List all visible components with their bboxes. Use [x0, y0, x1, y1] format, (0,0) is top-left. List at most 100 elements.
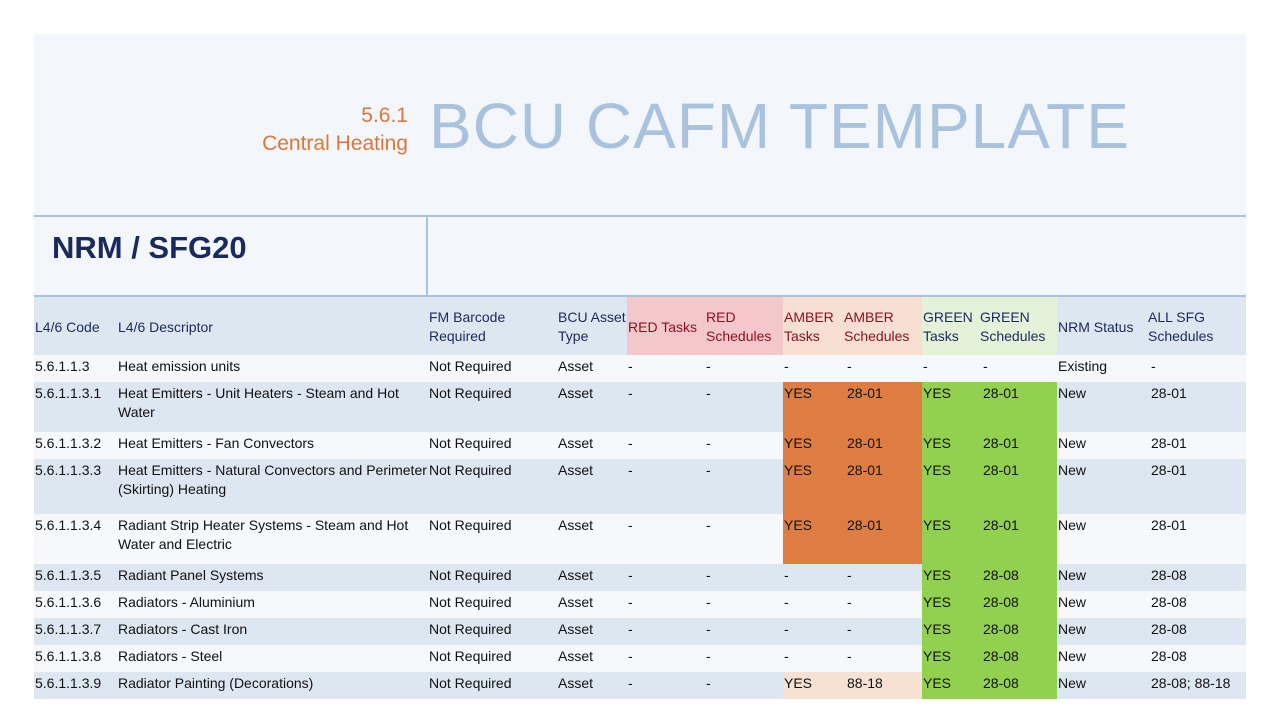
cell-all-sfg: 28-08 — [1147, 591, 1246, 618]
panel-title: NRM / SFG20 — [52, 230, 247, 265]
cell-nrm-status: Existing — [1057, 355, 1147, 382]
cell-amber-schedules: 28-01 — [843, 382, 922, 432]
cell-asset-type: Asset — [557, 382, 627, 432]
col-header-red-schedules: RED Schedules — [705, 297, 783, 355]
cell-all-sfg: 28-08; 88-18 — [1147, 672, 1246, 699]
cell-amber-tasks: YES — [783, 514, 843, 564]
cell-red-schedules: - — [705, 459, 783, 514]
cell-green-tasks: YES — [922, 618, 979, 645]
cell-all-sfg: 28-08 — [1147, 645, 1246, 672]
cell-green-schedules: 28-01 — [979, 459, 1057, 514]
cell-green-tasks: - — [922, 355, 979, 382]
cell-barcode: Not Required — [428, 432, 557, 459]
cell-code: 5.6.1.1.3.9 — [34, 672, 117, 699]
cell-barcode: Not Required — [428, 618, 557, 645]
cell-all-sfg: 28-01 — [1147, 382, 1246, 432]
cell-amber-schedules: - — [843, 591, 922, 618]
cell-barcode: Not Required — [428, 459, 557, 514]
cell-amber-tasks: - — [783, 355, 843, 382]
cell-green-tasks: YES — [922, 564, 979, 591]
cell-amber-tasks: YES — [783, 459, 843, 514]
cell-green-schedules: - — [979, 355, 1057, 382]
cell-amber-schedules: - — [843, 355, 922, 382]
cell-all-sfg: 28-01 — [1147, 459, 1246, 514]
cell-code: 5.6.1.1.3.2 — [34, 432, 117, 459]
cell-amber-tasks: - — [783, 564, 843, 591]
cell-barcode: Not Required — [428, 382, 557, 432]
cell-red-schedules: - — [705, 618, 783, 645]
cell-asset-type: Asset — [557, 459, 627, 514]
cell-amber-schedules: - — [843, 618, 922, 645]
cell-green-schedules: 28-08 — [979, 591, 1057, 618]
cell-nrm-status: New — [1057, 564, 1147, 591]
cell-red-tasks: - — [627, 432, 705, 459]
cell-descriptor: Heat Emitters - Fan Convectors — [117, 432, 428, 459]
divider-middle — [34, 295, 1246, 297]
col-header-amber-schedules: AMBER Schedules — [843, 297, 922, 355]
table-row: 5.6.1.1.3.7 Radiators - Cast Iron Not Requ… — [34, 618, 1246, 645]
cell-code: 5.6.1.1.3.5 — [34, 564, 117, 591]
cell-barcode: Not Required — [428, 355, 557, 382]
cell-asset-type: Asset — [557, 618, 627, 645]
table-body: 5.6.1.1.3 Heat emission units Not Required… — [34, 355, 1246, 699]
table-row: 5.6.1.1.3 Heat emission units Not Required… — [34, 355, 1246, 382]
cell-descriptor: Radiators - Aluminium — [117, 591, 428, 618]
cell-barcode: Not Required — [428, 514, 557, 564]
cell-green-tasks: YES — [922, 514, 979, 564]
cell-asset-type: Asset — [557, 514, 627, 564]
cell-red-schedules: - — [705, 672, 783, 699]
cell-code: 5.6.1.1.3 — [34, 355, 117, 382]
cell-red-tasks: - — [627, 618, 705, 645]
cell-nrm-status: New — [1057, 459, 1147, 514]
cell-red-schedules: - — [705, 564, 783, 591]
cell-descriptor: Radiators - Steel — [117, 645, 428, 672]
cell-nrm-status: New — [1057, 672, 1147, 699]
col-header-green-schedules: GREEN Schedules — [979, 297, 1057, 355]
cell-red-tasks: - — [627, 564, 705, 591]
cell-barcode: Not Required — [428, 591, 557, 618]
cell-all-sfg: 28-08 — [1147, 618, 1246, 645]
cell-green-schedules: 28-08 — [979, 672, 1057, 699]
table-header-row: L4/6 Code L4/6 Descriptor FM Barcode Req… — [34, 297, 1246, 355]
cell-asset-type: Asset — [557, 591, 627, 618]
cell-code: 5.6.1.1.3.1 — [34, 382, 117, 432]
col-header-amber-tasks: AMBER Tasks — [783, 297, 843, 355]
section-number: 5.6.1 — [361, 104, 408, 127]
cell-code: 5.6.1.1.3.8 — [34, 645, 117, 672]
cell-green-tasks: YES — [922, 382, 979, 432]
cell-green-schedules: 28-08 — [979, 564, 1057, 591]
table-row: 5.6.1.1.3.8 Radiators - Steel Not Required… — [34, 645, 1246, 672]
cell-all-sfg: 28-08 — [1147, 564, 1246, 591]
table-row: 5.6.1.1.3.9 Radiator Painting (Decoration… — [34, 672, 1246, 699]
col-header-asset-type: BCU Asset Type — [557, 297, 627, 355]
cell-amber-schedules: - — [843, 645, 922, 672]
cell-all-sfg: 28-01 — [1147, 514, 1246, 564]
cell-nrm-status: New — [1057, 432, 1147, 459]
cell-amber-schedules: - — [843, 564, 922, 591]
asset-table: L4/6 Code L4/6 Descriptor FM Barcode Req… — [34, 297, 1246, 699]
cell-red-tasks: - — [627, 514, 705, 564]
cell-barcode: Not Required — [428, 645, 557, 672]
cell-green-schedules: 28-01 — [979, 432, 1057, 459]
col-header-nrm-status: NRM Status — [1057, 297, 1147, 355]
cell-amber-schedules: 28-01 — [843, 459, 922, 514]
cell-red-schedules: - — [705, 432, 783, 459]
cell-green-tasks: YES — [922, 459, 979, 514]
cell-red-tasks: - — [627, 355, 705, 382]
col-header-green-tasks: GREEN Tasks — [922, 297, 979, 355]
cell-code: 5.6.1.1.3.7 — [34, 618, 117, 645]
cell-green-schedules: 28-01 — [979, 514, 1057, 564]
cell-nrm-status: New — [1057, 591, 1147, 618]
cell-amber-tasks: - — [783, 591, 843, 618]
cell-red-tasks: - — [627, 591, 705, 618]
cell-red-schedules: - — [705, 645, 783, 672]
cell-descriptor: Heat Emitters - Unit Heaters - Steam and… — [117, 382, 428, 432]
col-header-descriptor: L4/6 Descriptor — [117, 297, 428, 355]
cell-code: 5.6.1.1.3.4 — [34, 514, 117, 564]
col-header-code: L4/6 Code — [34, 297, 117, 355]
cell-code: 5.6.1.1.3.3 — [34, 459, 117, 514]
cell-nrm-status: New — [1057, 645, 1147, 672]
cell-asset-type: Asset — [557, 645, 627, 672]
cell-all-sfg: - — [1147, 355, 1246, 382]
cell-green-tasks: YES — [922, 645, 979, 672]
